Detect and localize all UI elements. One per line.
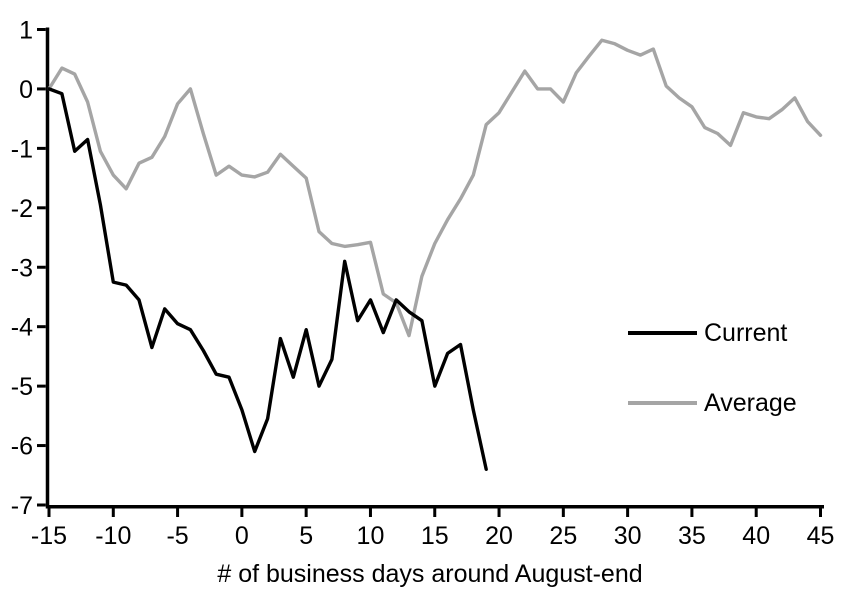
axis-lines [45,27,824,509]
x-tick-label: 20 [485,522,513,550]
series-layer [47,38,823,471]
x-tick-label: -5 [166,522,188,550]
legend-item-current: Current [628,320,787,346]
x-tick-label: 25 [549,522,577,550]
current-series-line [47,87,488,471]
y-tick-label: -3 [11,254,33,282]
y-tick-label: -1 [11,135,33,163]
legend-label-current: Current [704,319,788,347]
legend-item-average: Average [628,390,797,416]
x-tick-label: -10 [95,522,131,550]
y-tick-label: 0 [19,76,33,104]
y-tick-label: -5 [11,373,33,401]
y-tick-label: -7 [11,492,33,520]
x-tick-label: 45 [807,522,835,550]
x-tick-label: 30 [614,522,642,550]
x-tick-label: 40 [742,522,770,550]
x-tick-label: 0 [235,522,249,550]
legend-label-average: Average [704,389,797,417]
y-tick-label: 1 [19,17,33,45]
x-tick-label: -15 [31,522,67,550]
average-series-line [47,38,823,338]
y-tick-label: -4 [11,314,33,342]
average-line-swatch [628,401,697,405]
y-tick-label: -6 [11,433,33,461]
x-axis-title: # of business days around August-end [217,560,643,588]
x-tick-label: 35 [678,522,706,550]
axes-layer: 10-1-2-3-4-5-6-7-15 -10 -5 0 5 10 15 20 25 30 35 40… [11,17,835,551]
current-line-swatch [628,331,697,335]
y-tick-label: -2 [11,195,33,223]
x-tick-label: 10 [357,522,385,550]
x-tick-label: 5 [299,522,313,550]
x-tick-label: 15 [421,522,449,550]
